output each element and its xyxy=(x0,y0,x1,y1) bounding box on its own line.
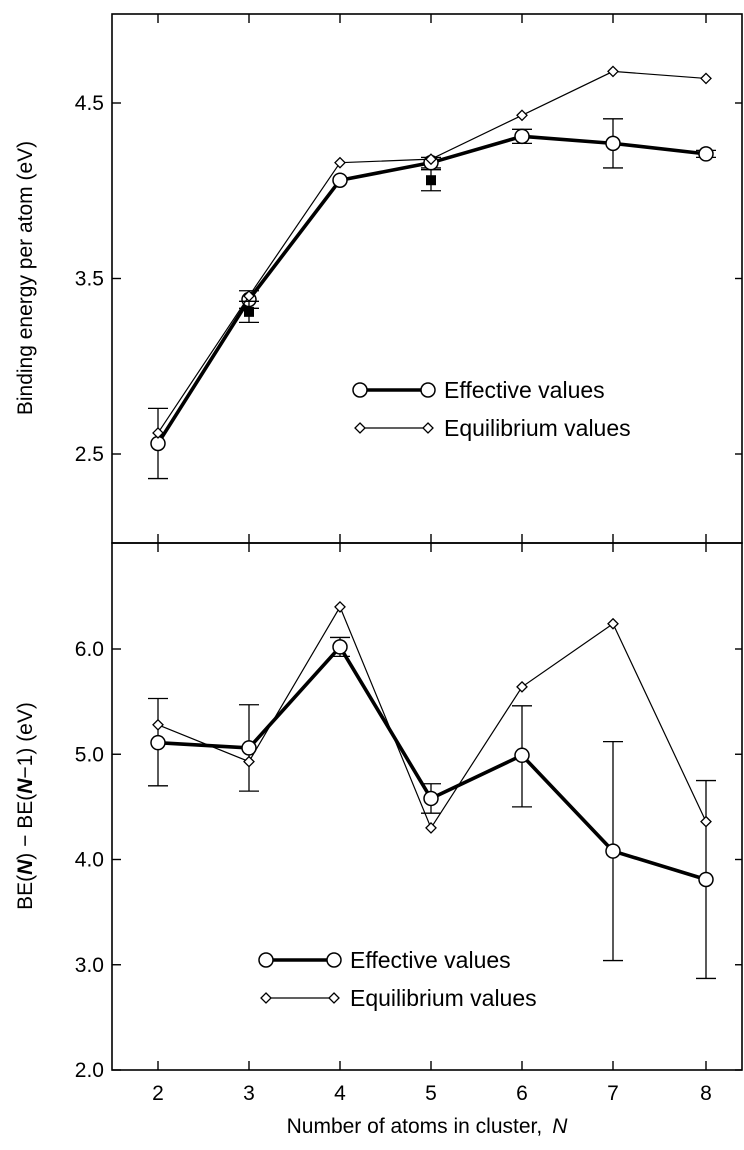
x-axis-label-var: N xyxy=(552,1115,568,1138)
bottom-panel: 2 3 4 5 6 7 8 2.0 3.0 4.0 5.0 6.0 xyxy=(75,543,742,1105)
filled-square-point xyxy=(244,306,254,317)
effective-values-point xyxy=(150,734,166,751)
bottom-panel-frame xyxy=(111,542,743,1071)
equilibrium-values-point xyxy=(607,65,619,78)
top-legend-equilibrium-marker-left xyxy=(354,422,366,434)
y-tick-label: 3.5 xyxy=(75,268,104,291)
x-tick-label: 6 xyxy=(516,1082,528,1105)
effective-values-point xyxy=(605,843,621,859)
top-legend-equilibrium-marker-right xyxy=(422,422,434,434)
bottom-ylabel-part-1: BE( xyxy=(14,875,37,910)
equilibrium-values-point xyxy=(516,680,528,693)
effective-values-point xyxy=(514,128,530,145)
bottom-legend-equilibrium-label: Equilibrium values xyxy=(350,985,537,1011)
x-tick-label: 3 xyxy=(243,1082,255,1105)
top-legend-equilibrium-label: Equilibrium values xyxy=(444,415,631,441)
y-tick-label: 5.0 xyxy=(75,743,104,766)
y-tick-label: 4.5 xyxy=(75,92,104,115)
equilibrium-values-point xyxy=(700,72,712,85)
top-legend-effective-marker-left xyxy=(352,382,368,398)
effective-values-series-line xyxy=(157,645,707,882)
effective-values-point xyxy=(605,135,621,152)
x-tick-label: 8 xyxy=(700,1082,712,1105)
equilibrium-values-point xyxy=(425,153,437,166)
equilibrium-values-point xyxy=(152,718,164,731)
equilibrium-values-point xyxy=(425,822,437,834)
filled-square-point xyxy=(426,175,436,186)
bottom-legend-equilibrium-marker-right xyxy=(328,992,340,1004)
effective-values-point xyxy=(698,146,714,162)
y-tick-label: 4.0 xyxy=(75,849,104,872)
top-y-axis-label: Binding energy per atom (eV) xyxy=(14,141,37,415)
equilibrium-values-point xyxy=(152,427,164,439)
bottom-legend-effective-marker-left xyxy=(258,952,274,968)
effective-values-point xyxy=(332,172,348,188)
x-axis-label: Number of atoms in cluster, N xyxy=(287,1115,569,1138)
bottom-ylabel-part-2: N xyxy=(14,859,37,875)
equilibrium-values-point xyxy=(700,815,712,828)
equilibrium-values-point xyxy=(243,755,255,768)
bottom-legend-effective-marker-right xyxy=(326,952,342,968)
top-panel: 2.5 3.5 4.5 xyxy=(75,14,742,543)
effective-values-point xyxy=(332,639,348,655)
equilibrium-values-point xyxy=(334,600,346,613)
x-tick-label: 7 xyxy=(607,1082,619,1105)
top-panel-frame xyxy=(111,13,743,544)
bottom-ylabel-part-3: ) − BE( xyxy=(14,794,37,860)
equilibrium-values-point xyxy=(607,617,619,630)
y-tick-label: 2.0 xyxy=(75,1059,104,1082)
effective-values-point xyxy=(423,790,439,807)
equilibrium-values-point xyxy=(334,156,346,169)
top-legend: Effective values Equilibrium values xyxy=(352,377,631,441)
effective-values-point xyxy=(698,871,714,888)
bottom-legend-effective-label: Effective values xyxy=(350,947,511,973)
equilibrium-values-series-line xyxy=(157,70,707,434)
bottom-legend-equilibrium-marker-left xyxy=(260,992,272,1004)
effective-values-point xyxy=(514,747,530,764)
bottom-y-axis-label: BE(N) − BE(N−1) (eV) xyxy=(14,702,37,910)
bottom-ylabel-part-5: −1) (eV) xyxy=(14,702,37,778)
x-tick-label: 2 xyxy=(152,1082,164,1105)
bottom-legend: Effective values Equilibrium values xyxy=(258,947,537,1011)
top-legend-effective-label: Effective values xyxy=(444,377,605,403)
y-tick-label: 6.0 xyxy=(75,638,104,661)
x-axis-label-text: Number of atoms in cluster, xyxy=(287,1115,543,1138)
x-tick-label: 5 xyxy=(425,1082,437,1105)
equilibrium-values-point xyxy=(516,109,528,122)
top-legend-effective-marker-right xyxy=(420,382,436,398)
y-tick-label: 2.5 xyxy=(75,443,104,466)
bottom-ylabel-part-4: N xyxy=(14,778,37,794)
y-tick-label: 3.0 xyxy=(75,954,104,977)
x-tick-label: 4 xyxy=(334,1082,346,1105)
effective-values-point xyxy=(241,740,257,756)
